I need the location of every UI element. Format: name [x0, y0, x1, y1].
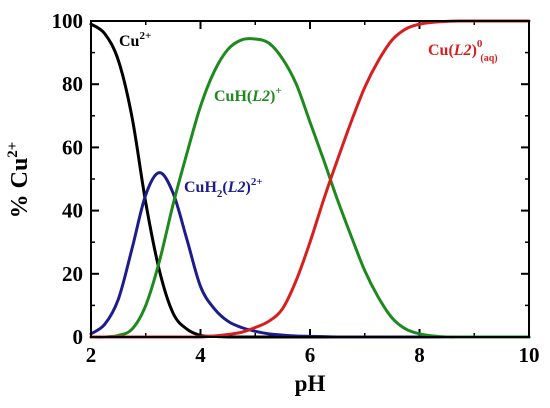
x-tick-label: 10	[519, 343, 540, 367]
x-tick-label: 6	[305, 343, 316, 367]
y-tick-label: 40	[62, 199, 83, 223]
x-tick-label: 8	[414, 343, 425, 367]
x-tick-label: 2	[86, 343, 97, 367]
label-cu-l2-aq: Cu(L2)0 (aq)	[428, 38, 498, 64]
label-cu2plus: Cu2+	[119, 30, 151, 50]
x-axis-title: pH	[295, 371, 326, 396]
axis-ticks	[90, 20, 530, 338]
label-cuh2-l2: CuH2(L2)2+	[184, 176, 263, 200]
y-tick-label: 100	[52, 9, 84, 33]
plot-frame	[90, 20, 530, 338]
y-tick-label: 20	[62, 262, 83, 286]
y-tick-label: 80	[62, 72, 83, 96]
series-lines	[89, 19, 531, 339]
label-cuh-l2: CuH(L2)+	[214, 85, 282, 105]
series-line-0	[89, 22, 531, 339]
series-line-3	[89, 19, 531, 339]
series-line-2	[89, 37, 531, 339]
y-tick-label: 60	[62, 135, 83, 159]
y-tick-label: 0	[73, 325, 84, 349]
y-axis-title: % Cu2+	[5, 142, 33, 219]
x-tick-label: 4	[195, 343, 206, 367]
